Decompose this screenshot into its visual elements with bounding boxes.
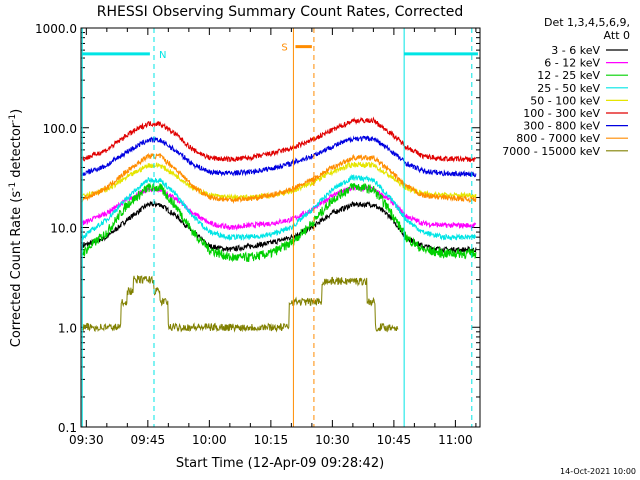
plot-area: NS bbox=[80, 27, 481, 428]
x-tick-label: 11:00 bbox=[438, 433, 473, 447]
y-tick-labels: 0.1 1.0 10.0 100.0 1000.0 bbox=[35, 22, 77, 435]
y-tick-label: 0.1 bbox=[58, 421, 77, 435]
x-tick-label: 09:30 bbox=[69, 433, 104, 447]
series-line bbox=[81, 152, 477, 205]
legend-entry-label: 100 - 300 keV bbox=[523, 107, 600, 120]
x-tick-label: 09:45 bbox=[131, 433, 166, 447]
plot-frame bbox=[80, 27, 481, 428]
axis-ticks bbox=[81, 27, 480, 428]
x-tick-label: 10:45 bbox=[377, 433, 412, 447]
x-tick-label: 10:00 bbox=[192, 433, 227, 447]
legend-entry-label: 300 - 800 keV bbox=[523, 120, 600, 133]
legend-entry-label: 800 - 7000 keV bbox=[516, 132, 600, 145]
chart-title: RHESSI Observing Summary Count Rates, Co… bbox=[97, 4, 463, 20]
y-axis-label: Corrected Count Rate (s-1 detector-1) bbox=[8, 109, 24, 347]
y-axis-label-end: ) bbox=[9, 109, 24, 114]
series-line bbox=[81, 184, 477, 231]
marker-layer: NS bbox=[81, 28, 478, 427]
y-axis-label-main: Corrected Count Rate (s bbox=[9, 191, 24, 348]
time-marker-label: S bbox=[281, 43, 287, 54]
legend-entry-label: 12 - 25 keV bbox=[537, 69, 600, 82]
legend-entry-label: 6 - 12 keV bbox=[544, 57, 600, 70]
series-line bbox=[81, 182, 477, 263]
legend-entry-label: 50 - 100 keV bbox=[530, 94, 600, 107]
y-tick-label: 1000.0 bbox=[35, 22, 77, 36]
x-tick-label: 10:30 bbox=[315, 433, 350, 447]
legend-entry-label: 7000 - 15000 keV bbox=[502, 145, 600, 158]
series-line bbox=[81, 174, 477, 242]
x-axis-label: Start Time (12-Apr-09 09:28:42) bbox=[176, 456, 384, 471]
y-tick-label: 10.0 bbox=[50, 222, 77, 236]
y-tick-label: 1.0 bbox=[58, 321, 77, 335]
x-tick-labels: 09:30 09:45 10:00 10:15 10:30 10:45 11:00 bbox=[69, 433, 473, 447]
x-tick-label: 10:15 bbox=[254, 433, 289, 447]
legend-entry-label: 25 - 50 keV bbox=[537, 82, 600, 95]
y-axis-label-sup-1: -1 bbox=[8, 182, 18, 191]
time-marker-label: N bbox=[159, 50, 166, 61]
series-line bbox=[81, 116, 477, 163]
generated-timestamp: 14-Oct-2021 10:00 bbox=[560, 467, 636, 476]
y-axis-label-mid: detector bbox=[9, 122, 24, 182]
series-line bbox=[82, 274, 399, 333]
series-line bbox=[81, 135, 477, 178]
y-axis-label-sup-2: -1 bbox=[8, 114, 18, 123]
legend-header-line-2: Att 0 bbox=[604, 29, 630, 42]
legend-header-line-1: Det 1,3,4,5,6,9, bbox=[544, 16, 630, 29]
legend-entry-label: 3 - 6 keV bbox=[551, 44, 600, 57]
y-tick-label: 100.0 bbox=[43, 122, 77, 136]
series-layer bbox=[81, 116, 477, 333]
